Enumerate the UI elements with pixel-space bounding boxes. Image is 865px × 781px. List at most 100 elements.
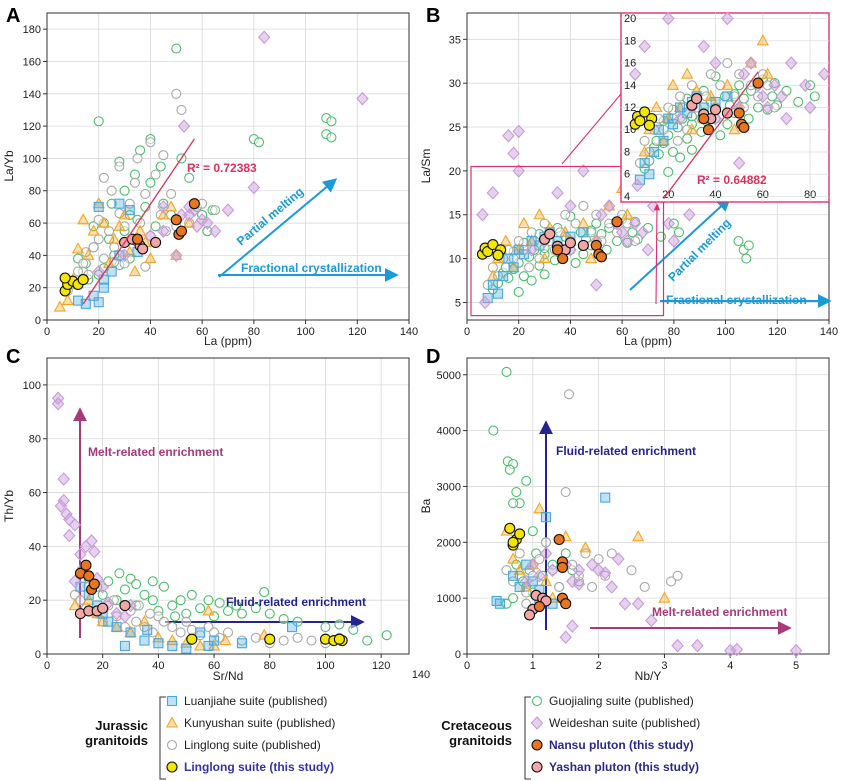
plot-frame <box>46 12 410 321</box>
data-point-guojialing <box>147 595 158 606</box>
inset-y-tick-label: 6 <box>624 169 630 181</box>
inset-y-tick-label: 8 <box>624 146 630 158</box>
data-point-weideshan <box>85 534 98 548</box>
x-tick-label: 120 <box>768 326 786 338</box>
inset-data-point-weideshan <box>775 89 788 104</box>
data-point-guojialing <box>611 236 623 247</box>
data-point-kunyushan <box>219 633 232 646</box>
inset-series-nansu <box>698 77 764 136</box>
inset-data-point-luanjiahe <box>649 146 660 158</box>
data-point-weideshan <box>572 563 586 578</box>
inset-data-point-luanjiahe <box>667 119 679 130</box>
data-point-weideshan <box>615 225 629 240</box>
data-point-weideshan <box>88 544 101 559</box>
y-tick-label: 0 <box>35 315 41 327</box>
data-point-weideshan <box>683 207 696 222</box>
data-point-kunyushan <box>603 199 616 211</box>
inset-y-tick-label: 20 <box>624 13 636 25</box>
data-point-guojialing <box>158 198 169 209</box>
data-point-weideshan <box>789 643 803 658</box>
panel-letter: D <box>426 346 440 368</box>
inset-data-point-luanjiahe <box>722 91 733 102</box>
trend-arrow <box>218 178 338 278</box>
data-point-weideshan <box>68 574 82 589</box>
x-axis-label: Sr/Nd <box>213 669 244 683</box>
inset-data-point-nansu <box>702 124 715 136</box>
data-point-yashan <box>564 237 576 249</box>
legend-bracket <box>524 696 531 780</box>
data-point-weideshan <box>195 213 209 227</box>
data-point-weideshan <box>476 207 489 222</box>
data-point-kunyushan <box>53 300 67 312</box>
panel-A: 0 20 40 60 80 100 120 140 0 20 40 60 80 100 120 140 160 1… <box>2 5 418 348</box>
data-point-linglong_pub <box>145 137 156 148</box>
inset-r-squared-label: R² = 0.64882 <box>697 173 767 187</box>
data-point-linglong_pub <box>75 595 86 606</box>
data-point-luanjiahe <box>98 282 109 293</box>
data-point-guojialing <box>326 116 337 127</box>
data-point-luanjiahe <box>119 640 131 651</box>
data-point-weideshan <box>577 164 590 178</box>
y-tick-label: 80 <box>29 186 41 198</box>
panel-letter: B <box>426 5 440 27</box>
data-point-linglong_pub <box>524 262 535 273</box>
data-point-luanjiahe <box>181 643 192 654</box>
data-point-weideshan <box>564 199 577 213</box>
data-point-kunyushan <box>71 242 85 254</box>
series-linglong_study <box>186 633 348 647</box>
data-point-guojialing <box>673 227 685 238</box>
data-point-weideshan <box>157 200 170 214</box>
data-point-linglong_pub <box>131 616 142 627</box>
y-tick-label: 60 <box>29 218 41 230</box>
inset-data-point-guojialing <box>734 80 745 91</box>
x-tick-label: 100 <box>296 326 314 338</box>
data-point-linglong_pub <box>104 226 115 237</box>
inset-regression-line <box>663 71 759 200</box>
data-point-linglong_study <box>487 239 499 251</box>
data-point-kunyushan <box>96 615 109 627</box>
data-point-weideshan <box>526 557 540 572</box>
data-point-guojialing <box>253 137 265 148</box>
inset-data-point-weideshan <box>697 39 710 54</box>
y-axis-label: La/Sm <box>419 149 433 184</box>
inset-y-tick-label: 14 <box>624 80 636 92</box>
data-point-linglong_pub <box>554 581 565 593</box>
data-point-linglong_pub <box>540 537 552 548</box>
data-point-linglong_pub <box>639 581 650 593</box>
data-point-weideshan <box>51 391 65 406</box>
data-point-luanjiahe <box>98 274 109 285</box>
data-point-guojialing <box>145 177 156 188</box>
data-point-weideshan <box>631 596 645 611</box>
data-point-luanjiahe <box>492 288 504 299</box>
y-tick-label: 20 <box>29 283 41 295</box>
data-point-guojialing <box>527 526 538 537</box>
x-tick-label: 140 <box>820 326 838 338</box>
inset-data-point-linglong_pub <box>734 69 745 80</box>
series-weideshan <box>51 391 137 624</box>
legend-label-guojialing: Guojialing suite (published) <box>549 694 694 708</box>
data-point-nansu <box>595 251 608 263</box>
data-point-linglong_study <box>59 272 71 284</box>
zoom-selection-box <box>470 165 665 317</box>
data-point-guojialing <box>195 603 206 614</box>
data-point-nansu <box>533 600 545 613</box>
data-point-linglong_study <box>77 274 89 286</box>
data-point-kunyushan <box>539 574 553 586</box>
data-point-linglong_pub <box>150 169 161 180</box>
data-point-kunyushan <box>533 208 546 220</box>
data-point-kunyushan <box>517 216 531 229</box>
data-point-linglong_pub <box>563 389 575 400</box>
inset-data-point-weideshan <box>784 56 798 70</box>
inset-data-point-guojialing <box>667 146 679 158</box>
data-point-kunyushan <box>82 248 95 260</box>
data-point-linglong_pub <box>222 627 234 638</box>
legend-group-label: granitoids <box>449 733 512 748</box>
data-point-weideshan <box>57 472 70 486</box>
y-tick-label: 140 <box>23 89 41 101</box>
data-point-kunyushan <box>584 251 598 264</box>
data-point-weideshan <box>170 248 183 263</box>
data-point-luanjiahe <box>139 635 150 646</box>
data-point-weideshan <box>572 577 586 592</box>
arrow-label: Fluid-related enrichment <box>556 444 696 458</box>
data-point-guojialing <box>259 587 270 598</box>
